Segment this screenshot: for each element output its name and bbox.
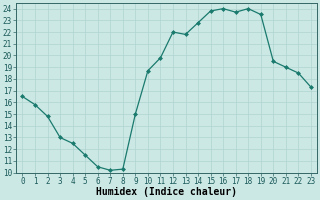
X-axis label: Humidex (Indice chaleur): Humidex (Indice chaleur) xyxy=(96,187,237,197)
